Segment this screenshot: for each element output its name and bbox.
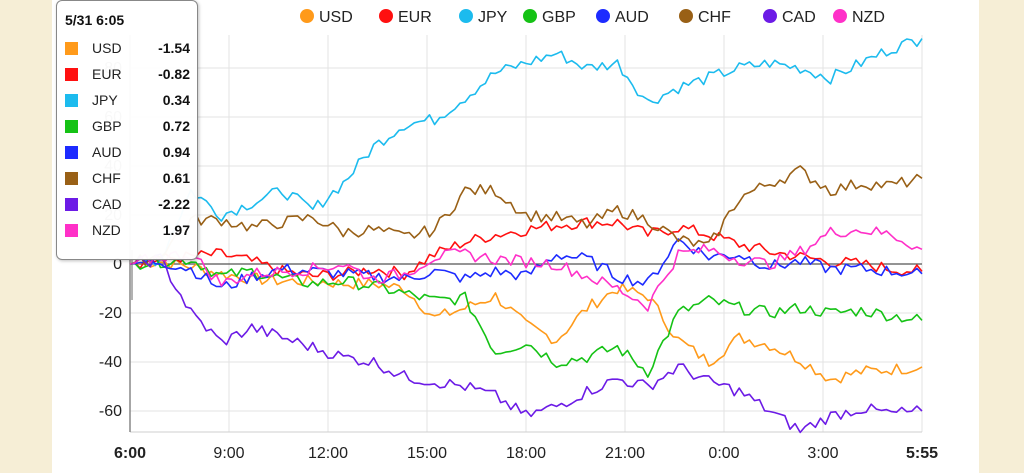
x-tick-label: 6:00 — [114, 445, 146, 462]
legend-label: CAD — [782, 9, 816, 26]
tooltip-series-name: AUD — [92, 144, 122, 160]
legend-item-cad: CAD — [763, 9, 816, 26]
tooltip-swatch — [65, 198, 78, 211]
tooltip-series-value: 0.34 — [162, 92, 190, 108]
legend-item-jpy: JPY — [459, 9, 508, 26]
y-tick-label: -20 — [99, 305, 122, 322]
series-line-nzd — [129, 226, 923, 312]
series-line-cad — [129, 253, 923, 434]
legend-marker — [300, 9, 314, 23]
tooltip-series-value: -2.22 — [158, 196, 190, 212]
tooltip-series-value: 0.61 — [162, 170, 190, 186]
series-line-chf — [129, 165, 923, 266]
x-tick-label: 3:00 — [807, 445, 838, 462]
tooltip-title: 5/31 6:05 — [65, 12, 125, 28]
tooltip-series-name: JPY — [92, 92, 118, 108]
legend-label: EUR — [398, 9, 432, 26]
crosshair-tooltip: 5/31 6:05 USD -1.54 EUR -0.82 JPY 0.34 GBP 0.72… — [56, 0, 198, 260]
legend-marker — [379, 9, 393, 23]
tooltip-swatch — [65, 94, 78, 107]
tooltip-row-jpy: JPY 0.34 — [65, 91, 190, 111]
tooltip-series-name: GBP — [92, 118, 122, 134]
legend-item-nzd: NZD — [833, 9, 885, 26]
tooltip-series-value: -1.54 — [158, 40, 190, 56]
legend-marker — [763, 9, 777, 23]
tooltip-row-chf: CHF 0.61 — [65, 169, 190, 189]
legend-marker — [833, 9, 847, 23]
legend-item-chf: CHF — [679, 9, 731, 26]
legend-label: USD — [319, 9, 353, 26]
legend-item-usd: USD — [300, 9, 353, 26]
legend-marker — [523, 9, 537, 23]
tooltip-swatch — [65, 172, 78, 185]
tooltip-row-usd: USD -1.54 — [65, 39, 190, 59]
tooltip-row-gbp: GBP 0.72 — [65, 117, 190, 137]
x-tick-label: 21:00 — [605, 445, 645, 462]
tooltip-row-cad: CAD -2.22 — [65, 195, 190, 215]
tooltip-row-nzd: NZD 1.97 — [65, 221, 190, 241]
tooltip-series-value: 0.72 — [162, 118, 190, 134]
legend-item-aud: AUD — [596, 9, 649, 26]
legend-marker — [596, 9, 610, 23]
legend-marker — [679, 9, 693, 23]
tooltip-swatch — [65, 224, 78, 237]
tooltip-series-value: 1.97 — [162, 222, 190, 238]
legend-label: AUD — [615, 9, 649, 26]
x-tick-label: 15:00 — [407, 445, 447, 462]
tooltip-swatch — [65, 68, 78, 81]
x-tick-label: 5:55 — [906, 445, 938, 462]
tooltip-series-value: -0.82 — [158, 66, 190, 82]
legend-label: CHF — [698, 9, 731, 26]
series-line-eur — [129, 217, 923, 281]
x-tick-label: 18:00 — [506, 445, 546, 462]
series-line-jpy — [129, 38, 923, 267]
series-line-aud — [129, 238, 923, 289]
legend-label: GBP — [542, 9, 576, 26]
tooltip-swatch — [65, 120, 78, 133]
tooltip-series-name: EUR — [92, 66, 122, 82]
tooltip-series-name: USD — [92, 40, 122, 56]
legend-item-eur: EUR — [379, 9, 432, 26]
tooltip-swatch — [65, 146, 78, 159]
y-tick-label: 0 — [113, 256, 122, 273]
legend-label: NZD — [852, 9, 885, 26]
tooltip-series-name: CAD — [92, 196, 122, 212]
x-tick-label: 9:00 — [213, 445, 244, 462]
y-tick-label: -40 — [99, 354, 122, 371]
series-line-gbp — [129, 255, 923, 378]
legend-marker — [459, 9, 473, 23]
tooltip-series-name: NZD — [92, 222, 121, 238]
tooltip-row-aud: AUD 0.94 — [65, 143, 190, 163]
tooltip-series-name: CHF — [92, 170, 121, 186]
x-tick-label: 12:00 — [308, 445, 348, 462]
tooltip-swatch — [65, 42, 78, 55]
series-line-usd — [129, 258, 923, 384]
tooltip-series-value: 0.94 — [162, 144, 190, 160]
legend-item-gbp: GBP — [523, 9, 576, 26]
legend-label: JPY — [478, 9, 508, 26]
x-tick-label: 0:00 — [708, 445, 739, 462]
y-tick-label: -60 — [99, 403, 122, 420]
tooltip-row-eur: EUR -0.82 — [65, 65, 190, 85]
